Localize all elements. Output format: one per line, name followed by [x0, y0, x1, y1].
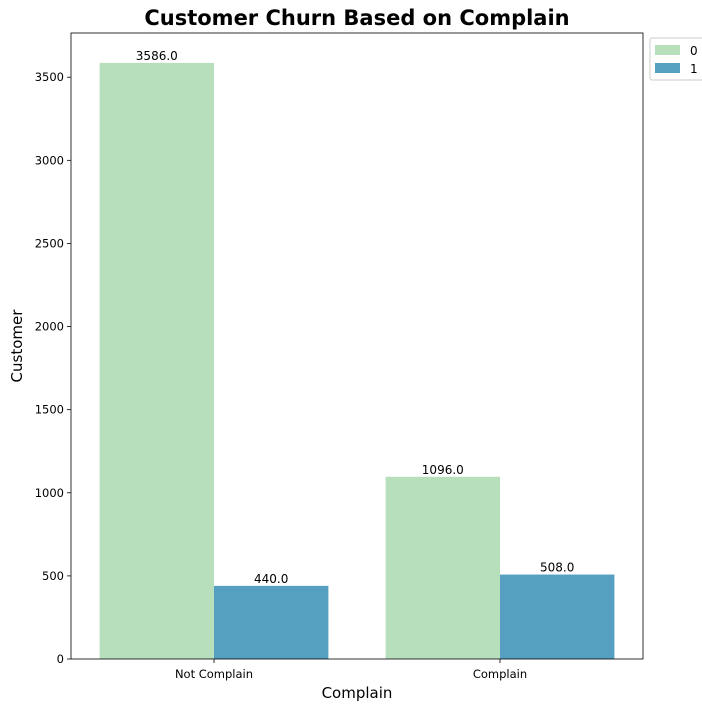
data-label: 440.0 — [254, 572, 288, 586]
bar-not-complain-series-1 — [214, 585, 329, 659]
chart-title: Customer Churn Based on Complain — [144, 6, 569, 30]
legend-swatch — [655, 63, 680, 73]
y-tick-label: 3500 — [35, 70, 64, 84]
bar-complain-series-1 — [500, 574, 615, 659]
y-tick-label: 500 — [42, 569, 64, 583]
data-label: 3586.0 — [136, 49, 178, 63]
y-tick-label: 0 — [57, 652, 64, 666]
y-tick-label: 3000 — [35, 153, 64, 167]
x-tick-label: Complain — [473, 667, 527, 681]
legend: 01 — [649, 37, 702, 81]
data-label: 508.0 — [540, 561, 574, 575]
axes-frame — [70, 32, 644, 660]
plot-area: 3586.0 1096.0 440.0 508.0 0 500 1000 1500 2000 25… — [35, 32, 644, 681]
bar-not-complain-series-0 — [99, 62, 214, 659]
y-tick-label: 2500 — [35, 236, 64, 250]
y-tick-label: 2000 — [35, 320, 64, 334]
y-tick-label: 1500 — [35, 403, 64, 417]
legend-label: 0 — [690, 44, 698, 58]
data-label: 1096.0 — [422, 463, 464, 477]
y-tick-label: 1000 — [35, 486, 64, 500]
legend-label: 1 — [690, 62, 698, 76]
x-axis-label: Complain — [322, 684, 393, 702]
bar-complain-series-0 — [385, 476, 500, 659]
x-tick-label: Not Complain — [175, 667, 253, 681]
y-axis-label: Customer — [8, 309, 26, 383]
legend-swatch — [655, 45, 680, 55]
